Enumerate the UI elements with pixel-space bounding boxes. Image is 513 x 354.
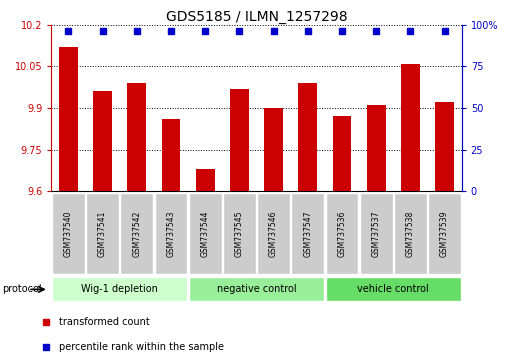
Bar [86, 193, 119, 274]
Bar [360, 193, 392, 274]
Bar [428, 193, 461, 274]
Text: GSM737546: GSM737546 [269, 210, 278, 257]
Text: Wig-1 depletion: Wig-1 depletion [81, 284, 158, 295]
Bar [189, 278, 324, 301]
Text: GSM737544: GSM737544 [201, 210, 210, 257]
Text: GSM737547: GSM737547 [303, 210, 312, 257]
Bar [326, 278, 461, 301]
Bar [299, 83, 317, 191]
Text: GSM737536: GSM737536 [338, 210, 346, 257]
Text: GSM737538: GSM737538 [406, 210, 415, 257]
Bar [154, 193, 187, 274]
Title: GDS5185 / ILMN_1257298: GDS5185 / ILMN_1257298 [166, 10, 347, 24]
Text: transformed count: transformed count [59, 317, 150, 327]
Bar [291, 193, 324, 274]
Bar [435, 102, 454, 191]
Text: GSM737539: GSM737539 [440, 210, 449, 257]
Bar [127, 83, 146, 191]
Bar [196, 169, 214, 191]
Text: percentile rank within the sample: percentile rank within the sample [59, 342, 224, 352]
Bar [257, 193, 290, 274]
Bar [93, 91, 112, 191]
Bar [394, 193, 427, 274]
Text: GSM737542: GSM737542 [132, 210, 141, 257]
Text: GSM737541: GSM737541 [98, 210, 107, 257]
Bar [121, 193, 153, 274]
Text: negative control: negative control [216, 284, 297, 295]
Text: protocol: protocol [3, 284, 42, 295]
Bar [223, 193, 256, 274]
Bar [326, 193, 359, 274]
Bar [52, 193, 85, 274]
Bar [230, 88, 249, 191]
Text: vehicle control: vehicle control [358, 284, 429, 295]
Text: GSM737545: GSM737545 [235, 210, 244, 257]
Text: GSM737543: GSM737543 [167, 210, 175, 257]
Bar [162, 119, 181, 191]
Bar [401, 64, 420, 191]
Bar [264, 108, 283, 191]
Text: GSM737540: GSM737540 [64, 210, 73, 257]
Bar [59, 47, 78, 191]
Bar [332, 116, 351, 191]
Bar [52, 278, 187, 301]
Text: GSM737537: GSM737537 [372, 210, 381, 257]
Bar [189, 193, 222, 274]
Bar [367, 105, 386, 191]
